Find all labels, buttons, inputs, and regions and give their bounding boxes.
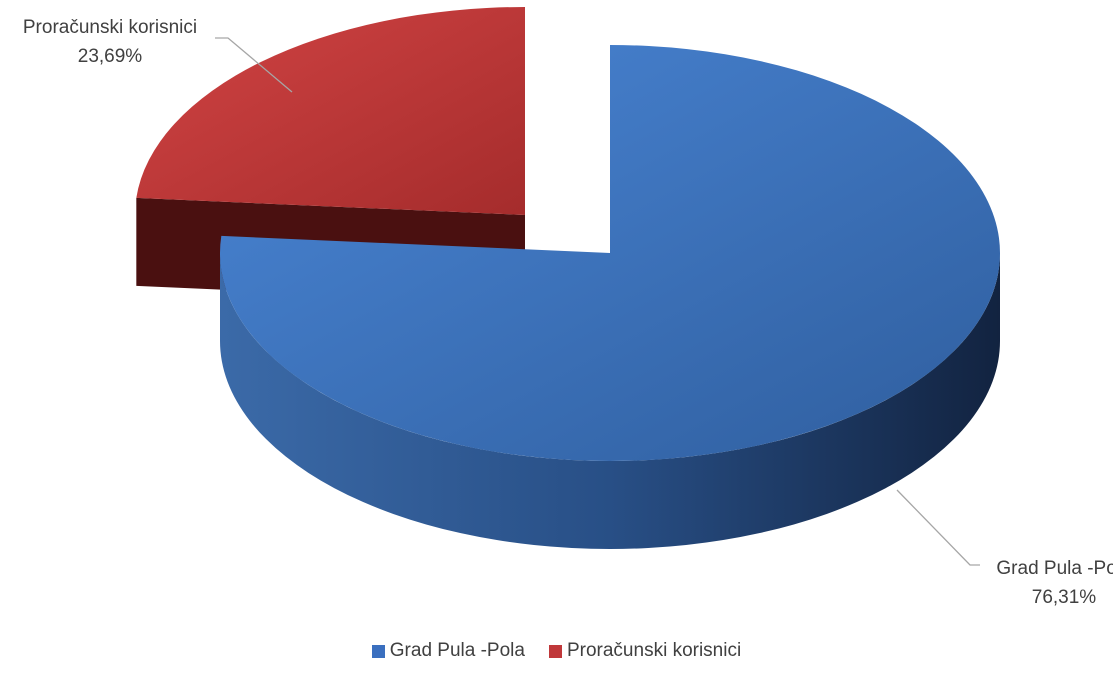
pie-layer bbox=[136, 7, 1000, 549]
data-label-grad-pula-name: Grad Pula -Pola bbox=[996, 558, 1113, 579]
legend-swatch-blue bbox=[371, 644, 385, 658]
legend-swatch-red bbox=[548, 644, 562, 658]
data-label-grad-pula-value: 76,31% bbox=[1032, 587, 1097, 608]
data-label-proracunski-name: Proračunski korisnici bbox=[23, 17, 197, 38]
legend-label-grad-pula: Grad Pula -Pola bbox=[389, 640, 525, 661]
leader-line-proracunski bbox=[215, 37, 293, 93]
data-labels: Proračunski korisnici 23,69% Grad Pula -Po… bbox=[23, 17, 1113, 608]
slice-grad-pula-side bbox=[220, 253, 1000, 549]
leader-line-grad-pula bbox=[896, 489, 980, 566]
legend-item-grad-pula: Grad Pula -Pola bbox=[371, 640, 525, 662]
data-label-proracunski-value: 23,69% bbox=[78, 46, 143, 67]
legend-label-proracunski: Proračunski korisnici bbox=[566, 640, 742, 661]
slice-proracunski bbox=[136, 7, 525, 215]
slice-grad-pula bbox=[219, 45, 1000, 462]
legend: Grad Pula -Pola Proračunski korisnici bbox=[0, 640, 1113, 662]
legend-item-proracunski: Proračunski korisnici bbox=[548, 640, 742, 662]
